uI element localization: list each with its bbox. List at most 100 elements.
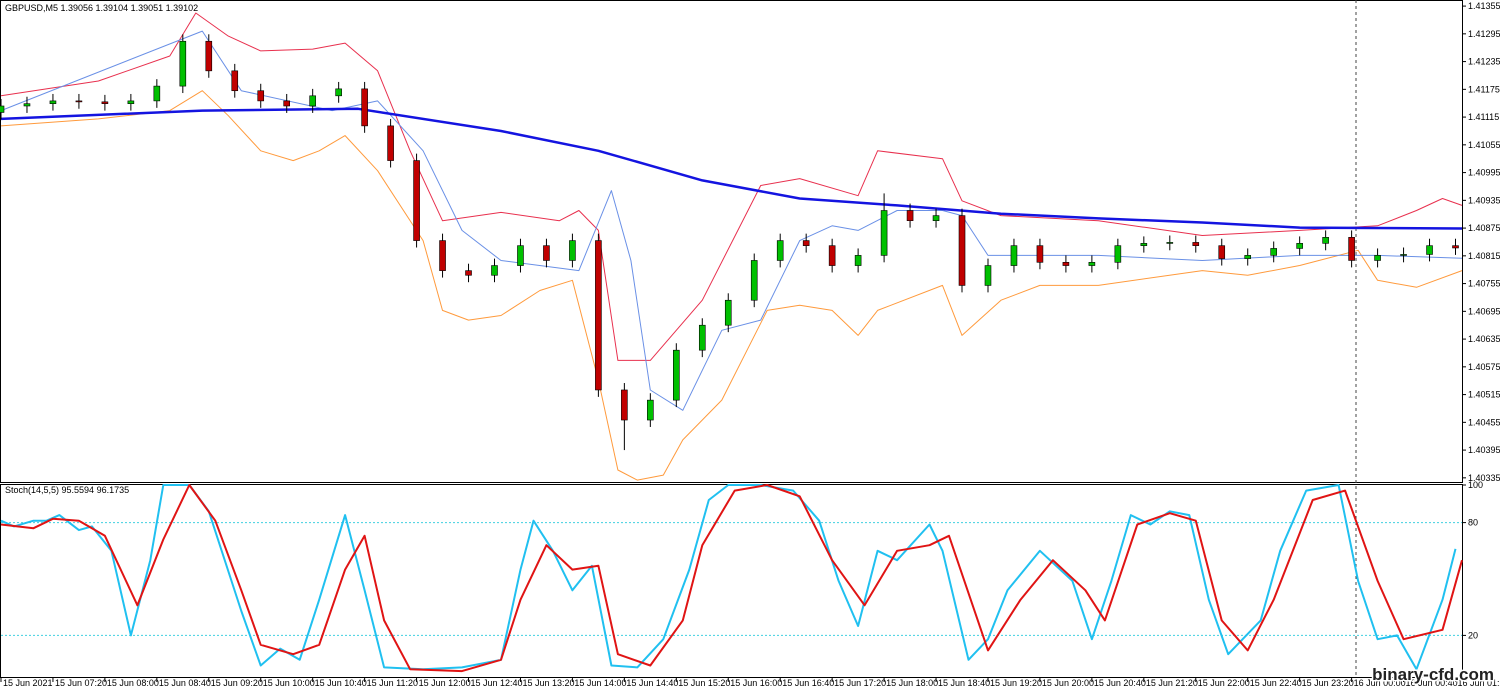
x-tick-label: 15 Jun 08:00	[107, 678, 159, 688]
x-tick-label: 15 Jun 18:40	[938, 678, 990, 688]
candle-body	[153, 85, 161, 102]
candle-body	[309, 95, 316, 107]
candle-body	[1218, 245, 1226, 259]
price-panel	[0, 0, 1463, 483]
x-tick-label: 15 Jun 20:40	[1094, 678, 1146, 688]
y-tick-label: 1.40935	[1468, 195, 1500, 205]
candle-body	[880, 210, 888, 256]
indicator-line	[0, 107, 1463, 230]
y-tick-label: 100	[1468, 480, 1483, 490]
y-tick-label: 1.40335	[1468, 473, 1500, 483]
price-title: GBPUSD,M5 1.39056 1.39104 1.39051 1.3910…	[5, 3, 198, 13]
x-tick-label: 15 Jun 17:20	[834, 678, 886, 688]
candle-body	[1296, 243, 1303, 249]
x-tick-label: 15 Jun 12:40	[471, 678, 523, 688]
x-tick-label: 15 Jun 16:00	[730, 678, 782, 688]
candle-body	[49, 100, 57, 104]
candle-body	[1348, 237, 1355, 261]
y-tick-label: 1.40875	[1468, 223, 1500, 233]
candle-body	[465, 270, 472, 276]
candle-body	[257, 90, 265, 102]
x-tick-label: 15 Jun 16:40	[782, 678, 834, 688]
x-tick-label: 15 Jun 15:20	[678, 678, 730, 688]
candle-body	[1062, 262, 1070, 266]
candle-body	[543, 245, 550, 261]
candle-body	[673, 349, 680, 401]
y-tick-label: 1.40695	[1468, 306, 1500, 316]
x-tick-label: 15 Jun 2021	[3, 678, 53, 688]
x-tick-label: 15 Jun 10:00	[263, 678, 315, 688]
candle-body	[231, 70, 239, 92]
indicator-line	[0, 90, 1463, 481]
stoch-title: Stoch(14,5,5) 95.5594 96.1735	[5, 485, 129, 495]
x-tick-label: 16 Jun 00:00	[1354, 678, 1406, 688]
y-tick-label: 1.41355	[1468, 1, 1500, 11]
x-tick-label: 15 Jun 19:20	[990, 678, 1042, 688]
candle-body	[906, 210, 914, 221]
candle-body	[491, 265, 498, 276]
candle-body	[595, 240, 602, 391]
y-tick-label: 1.41175	[1468, 84, 1500, 94]
candle-body	[1088, 262, 1096, 266]
y-tick-label: 1.41235	[1468, 57, 1500, 67]
candle-body	[179, 40, 187, 87]
x-tick-label: 15 Jun 22:40	[1250, 678, 1302, 688]
x-tick-label: 15 Jun 08:40	[159, 678, 211, 688]
candle-body	[205, 40, 213, 72]
x-tick-label: 15 Jun 14:00	[574, 678, 626, 688]
y-tick-label: 1.41055	[1468, 140, 1500, 150]
candle-body	[621, 389, 628, 421]
x-tick-label: 15 Jun 23:20	[1302, 678, 1354, 688]
candle-body	[0, 105, 5, 113]
y-tick-label: 1.40755	[1468, 279, 1500, 289]
x-tick-label: 15 Jun 09:20	[211, 678, 263, 688]
candle-body	[750, 260, 758, 301]
candle-body	[1270, 248, 1277, 256]
y-tick-label: 1.40575	[1468, 362, 1500, 372]
candle-body	[698, 324, 706, 351]
candle-body	[1036, 245, 1044, 263]
candle-body	[932, 215, 940, 221]
candle-body	[958, 215, 966, 286]
candle-body	[1452, 245, 1459, 249]
candle-body	[283, 100, 291, 107]
candle-body	[23, 103, 31, 107]
x-tick-label: 15 Jun 07:20	[55, 678, 107, 688]
candle-body	[517, 245, 524, 266]
candle-body	[647, 399, 654, 421]
indicator-line	[0, 12, 1463, 361]
y-tick-label: 1.40995	[1468, 168, 1500, 178]
candle-body	[984, 265, 992, 286]
x-tick-label: 15 Jun 12:00	[419, 678, 471, 688]
candle-body	[1166, 242, 1174, 244]
candle-body	[569, 240, 576, 261]
candle-body	[413, 160, 420, 241]
x-tick-label: 16 Jun 00:40	[1406, 678, 1458, 688]
stoch-line	[0, 484, 1463, 673]
candle-body	[1322, 237, 1329, 244]
candle-body	[335, 88, 342, 97]
y-tick-label: 80	[1468, 518, 1478, 528]
y-tick-label: 1.40515	[1468, 390, 1500, 400]
x-tick-label: 15 Jun 13:20	[522, 678, 574, 688]
candle-body	[1426, 245, 1433, 255]
candle-body	[1140, 243, 1148, 246]
x-tick-label: 15 Jun 11:20	[367, 678, 418, 688]
candle-body	[101, 101, 109, 104]
y-tick-label: 1.40815	[1468, 251, 1500, 261]
candle-body	[75, 100, 83, 103]
x-tick-label: 15 Jun 20:00	[1042, 678, 1094, 688]
x-tick-label: 15 Jun 10:40	[315, 678, 367, 688]
candle-body	[1374, 255, 1381, 261]
x-tick-label: 16 Jun 01:20	[1458, 678, 1500, 688]
y-tick-label: 1.40455	[1468, 417, 1500, 427]
candle-body	[1010, 245, 1018, 266]
candle-body	[1400, 254, 1407, 256]
candle-body	[1192, 242, 1200, 246]
indicator-line	[0, 30, 1463, 411]
candle-body	[387, 125, 394, 161]
candle-body	[724, 299, 732, 326]
candle-body	[828, 245, 836, 266]
candle-body	[439, 240, 446, 271]
